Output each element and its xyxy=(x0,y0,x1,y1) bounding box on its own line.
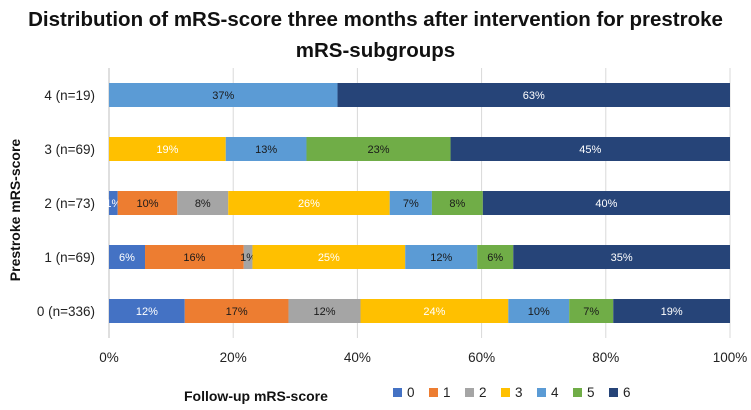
bar-segment xyxy=(109,83,338,107)
x-tick-label: 40% xyxy=(344,350,371,365)
legend-label: 6 xyxy=(623,385,631,400)
data-label: 35% xyxy=(611,252,633,264)
category-label: 1 (n=69) xyxy=(44,250,95,265)
bar-segment xyxy=(109,245,146,269)
data-label: 37% xyxy=(212,90,234,102)
data-label: 7% xyxy=(403,198,419,210)
legend-swatch xyxy=(465,388,474,397)
data-label: 19% xyxy=(156,144,178,156)
legend-label: 3 xyxy=(515,385,523,400)
category-label: 2 (n=73) xyxy=(44,196,95,211)
x-tick-label: 80% xyxy=(592,350,619,365)
bar-segment xyxy=(513,245,730,269)
legend-swatch xyxy=(501,388,510,397)
bar-segment xyxy=(109,137,226,161)
y-axis-title: Prestroke mRS-score xyxy=(7,139,23,282)
bar-segment xyxy=(389,191,432,215)
category-label: 3 (n=69) xyxy=(44,142,95,157)
bar-segment xyxy=(360,299,509,323)
data-label: 8% xyxy=(449,198,465,210)
bar-segment xyxy=(145,245,244,269)
legend-swatch xyxy=(393,388,402,397)
bar-segment xyxy=(225,137,307,161)
bar-segment xyxy=(252,245,406,269)
data-label: 19% xyxy=(661,306,683,318)
bar-segment xyxy=(337,83,730,107)
data-label: 40% xyxy=(595,198,617,210)
x-tick-labels: 0% 20% 40% 60% 80% 100% xyxy=(99,350,747,365)
bar-segment xyxy=(243,245,253,269)
data-label: 10% xyxy=(136,198,158,210)
data-label: 13% xyxy=(255,144,277,156)
category-label: 0 (n=336) xyxy=(37,304,95,319)
bar-segment xyxy=(117,191,178,215)
data-label: 8% xyxy=(195,198,211,210)
legend-label: 0 xyxy=(407,385,415,400)
bar-segment xyxy=(613,299,730,323)
legend-label: 4 xyxy=(551,385,559,400)
bar-segment xyxy=(569,299,614,323)
bar-segment xyxy=(482,191,730,215)
data-label: 24% xyxy=(423,306,445,318)
x-tick-label: 0% xyxy=(99,350,119,365)
category-labels: 4 (n=19) 3 (n=69) 2 (n=73) 1 (n=69) 0 (n=336… xyxy=(37,88,95,319)
bar-segment xyxy=(306,137,451,161)
bar-segment xyxy=(450,137,730,161)
data-label: 7% xyxy=(583,306,599,318)
bar-segment xyxy=(431,191,483,215)
data-label: 25% xyxy=(318,252,340,264)
legend-swatch xyxy=(609,388,618,397)
x-tick-label: 100% xyxy=(713,350,748,365)
data-label: 1% xyxy=(240,252,256,264)
legend-label: 2 xyxy=(479,385,487,400)
legend: 0 1 2 3 4 5 6 xyxy=(393,385,631,400)
legend-label: 5 xyxy=(587,385,595,400)
bar-segment xyxy=(508,299,570,323)
legend-label: 1 xyxy=(443,385,451,400)
bar-segment xyxy=(405,245,478,269)
data-label: 12% xyxy=(430,252,452,264)
data-label: 26% xyxy=(298,198,320,210)
x-axis-title: Follow-up mRS-score xyxy=(184,388,328,404)
legend-swatch xyxy=(537,388,546,397)
data-label: 17% xyxy=(226,306,248,318)
category-label: 4 (n=19) xyxy=(44,88,95,103)
data-label: 1% xyxy=(105,198,121,210)
data-label: 23% xyxy=(367,144,389,156)
bar-segment xyxy=(109,191,118,215)
data-label: 45% xyxy=(579,144,601,156)
data-label: 63% xyxy=(523,90,545,102)
data-label: 16% xyxy=(183,252,205,264)
bar-segment xyxy=(228,191,390,215)
x-tick-label: 60% xyxy=(468,350,495,365)
legend-swatch xyxy=(573,388,582,397)
bars: 37% 63% 19% 13% 23% 45% 1% 10% 8% 26% 7% 8% 40% 6% 16%… xyxy=(105,83,730,323)
data-label: 12% xyxy=(313,306,335,318)
data-label: 6% xyxy=(487,252,503,264)
data-label: 6% xyxy=(119,252,135,264)
bar-segment xyxy=(288,299,361,323)
x-tick-label: 20% xyxy=(220,350,247,365)
legend-swatch xyxy=(429,388,438,397)
bar-segment xyxy=(109,299,185,323)
bar-segment xyxy=(184,299,289,323)
data-label: 12% xyxy=(136,306,158,318)
bar-segment xyxy=(477,245,514,269)
bar-segment xyxy=(177,191,229,215)
chart-title: Distribution of mRS-score three months a… xyxy=(28,8,723,62)
data-label: 10% xyxy=(528,306,550,318)
